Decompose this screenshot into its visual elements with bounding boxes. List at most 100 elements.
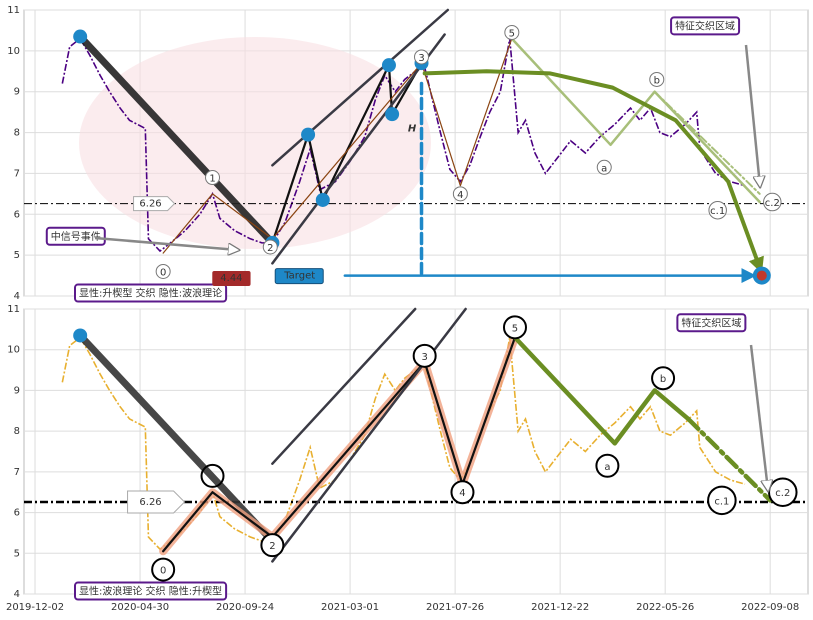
y-tick-label: 4 bbox=[14, 589, 20, 600]
wave-label-ring bbox=[502, 315, 527, 340]
pivot-dot bbox=[385, 107, 400, 122]
level-label: 6.26 bbox=[139, 497, 161, 508]
level-tag bbox=[133, 196, 176, 212]
wave-label-ring bbox=[708, 200, 727, 220]
wave-line bbox=[686, 416, 773, 503]
y-tick-label: 5 bbox=[14, 548, 20, 559]
wave-label-ring bbox=[414, 49, 430, 65]
wave-label-ring bbox=[596, 159, 612, 175]
x-tick-label: 2020-04-30 bbox=[111, 602, 169, 613]
wave-label-ring bbox=[651, 366, 676, 391]
wave-line bbox=[271, 8, 450, 167]
wave-line bbox=[510, 37, 761, 204]
wave-label-ring bbox=[260, 533, 285, 558]
y-tick-label: 10 bbox=[7, 46, 20, 57]
wave-label-ring bbox=[763, 192, 782, 212]
box-label: 显性:波浪理论 交织 隐性:升楔型 bbox=[79, 585, 222, 598]
wave-line bbox=[271, 307, 417, 465]
x-tick-label: 2021-07-26 bbox=[426, 602, 484, 613]
wave-label-ring bbox=[595, 453, 620, 478]
x-tick-label: 2022-05-26 bbox=[636, 602, 694, 613]
box-label: 显性:升楔型 交织 隐性:波浪理论 bbox=[79, 287, 222, 300]
pivot-dot bbox=[73, 328, 88, 343]
wave-label: c.2 bbox=[775, 488, 790, 499]
wave-label-ring bbox=[205, 170, 221, 186]
pointer-arrow bbox=[744, 44, 760, 186]
y-tick-label: 6 bbox=[14, 209, 20, 220]
y-tick-label: 8 bbox=[14, 426, 20, 437]
wave-label: c.1 bbox=[714, 496, 729, 507]
level-label: 6.26 bbox=[139, 199, 161, 210]
y-tick-label: 7 bbox=[14, 168, 20, 179]
x-tick-label: 2020-09-24 bbox=[216, 602, 274, 613]
wave-label: c.1 bbox=[710, 206, 725, 217]
wave-line bbox=[76, 33, 276, 247]
box-label: 中信号事件 bbox=[51, 230, 101, 243]
box-label: 特征交织区域 bbox=[675, 19, 735, 32]
wave-line bbox=[271, 62, 423, 244]
wave-line bbox=[512, 335, 691, 446]
box-frame bbox=[73, 283, 228, 303]
wave-label: 2 bbox=[269, 541, 275, 552]
wave-line bbox=[76, 331, 276, 545]
pivot-dot bbox=[381, 58, 396, 73]
target-value-box bbox=[212, 271, 251, 287]
y-tick-label: 11 bbox=[7, 304, 20, 315]
wave-label-ring bbox=[450, 480, 475, 505]
wave-line bbox=[422, 69, 764, 274]
wave-line bbox=[162, 37, 513, 254]
x-tick-label: 2021-03-01 bbox=[321, 602, 379, 613]
pivot-dot bbox=[73, 29, 88, 44]
wave-label: 4 bbox=[457, 190, 463, 201]
wave-label: 4 bbox=[459, 488, 465, 499]
target-core bbox=[756, 270, 767, 281]
wave-label: c.2 bbox=[765, 198, 780, 209]
target-box bbox=[274, 268, 324, 285]
highlight-zone bbox=[79, 37, 431, 249]
wave-label: 0 bbox=[160, 267, 166, 278]
x-tick-label: 2021-12-22 bbox=[531, 602, 589, 613]
box-frame bbox=[676, 313, 747, 333]
target-label: Target bbox=[283, 271, 315, 282]
wave-label: 3 bbox=[421, 352, 427, 363]
wave-label-ring bbox=[151, 557, 176, 582]
y-tick-label: 9 bbox=[14, 385, 20, 396]
wave-label-ring bbox=[262, 239, 278, 255]
y-tick-label: 5 bbox=[14, 250, 20, 261]
y-tick-label: 11 bbox=[7, 5, 20, 16]
wave-line bbox=[653, 90, 761, 195]
wave-label: a bbox=[604, 462, 610, 473]
box-frame bbox=[670, 16, 741, 36]
wave-line bbox=[162, 336, 517, 553]
y-tick-label: 4 bbox=[14, 291, 20, 302]
y-tick-label: 8 bbox=[14, 128, 20, 139]
target-value: 4.44 bbox=[220, 273, 242, 284]
wave-label: b bbox=[654, 75, 660, 86]
wave-label: 3 bbox=[418, 53, 424, 64]
x-tick-label: 2019-12-02 bbox=[6, 602, 64, 613]
wave-label-ring bbox=[707, 485, 737, 516]
wave-label-ring bbox=[155, 263, 171, 279]
pointer-arrow bbox=[94, 236, 238, 250]
wave-label: 5 bbox=[512, 323, 518, 334]
wave-label: 2 bbox=[267, 243, 273, 254]
pivot-dot bbox=[315, 192, 330, 207]
pivot-dot bbox=[301, 127, 316, 142]
x-tick-label: 2022-09-08 bbox=[741, 602, 799, 613]
wave-label-ring bbox=[649, 71, 665, 87]
y-tick-label: 10 bbox=[7, 345, 20, 356]
wave-label: 5 bbox=[509, 28, 515, 39]
y-tick-label: 6 bbox=[14, 508, 20, 519]
wave-label: 0 bbox=[160, 566, 166, 577]
wave-label-ring bbox=[504, 24, 520, 40]
wave-label: 1 bbox=[209, 174, 215, 185]
box-frame bbox=[45, 226, 106, 246]
h-label: H bbox=[408, 123, 417, 134]
y-tick-label: 9 bbox=[14, 87, 20, 98]
wave-ring bbox=[200, 463, 225, 488]
y-tick-label: 7 bbox=[14, 467, 20, 478]
box-frame bbox=[73, 581, 228, 601]
box-label: 特征交织区域 bbox=[681, 316, 741, 329]
pointer-arrow bbox=[749, 344, 768, 490]
